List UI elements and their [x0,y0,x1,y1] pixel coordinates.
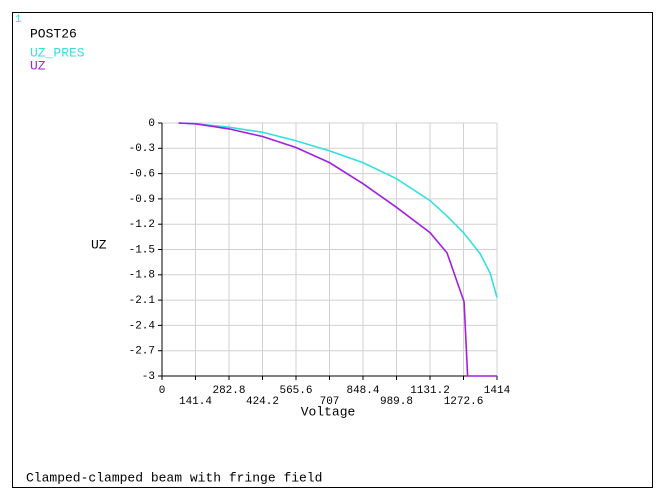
x-tick-label: 565.6 [279,385,312,397]
y-tick-label: -0.6 [129,169,155,181]
x-axis-label: Voltage [301,404,356,419]
x-tick-label: 707 [320,396,340,408]
x-tick-label: 282.8 [212,385,245,397]
y-tick-label: -1.2 [129,219,155,231]
x-tick-label: 141.4 [179,396,212,408]
x-tick-label: 424.2 [246,396,279,408]
x-tick-label: 1131.2 [410,385,450,397]
y-tick-label: -2.7 [129,346,155,358]
chart-title: Clamped-clamped beam with fringe field [26,470,322,485]
y-tick-label: -3 [142,371,155,383]
x-tick-label: 0 [159,385,166,397]
y-tick-label: -0.9 [129,194,155,206]
x-tick-label: 1414 [484,385,511,397]
header: POST26 [30,26,77,41]
y-tick-label: 0 [148,118,155,130]
y-tick-label: -2.4 [129,320,156,332]
x-tick-label: 989.8 [380,396,413,408]
y-tick-label: -0.3 [129,143,155,155]
x-tick-label: 848.4 [346,385,379,397]
legend-entry: UZ [30,58,46,73]
y-tick-label: -2.1 [129,295,156,307]
y-tick-label: -1.8 [129,270,155,282]
y-axis-label: UZ [91,237,107,252]
figure-number: 1 [15,14,22,26]
series-line [178,122,498,298]
x-tick-label: 1272.6 [444,396,484,408]
series-line [178,122,497,377]
legend-entry: UZ_PRES [30,45,85,60]
y-tick-label: -1.5 [129,244,155,256]
